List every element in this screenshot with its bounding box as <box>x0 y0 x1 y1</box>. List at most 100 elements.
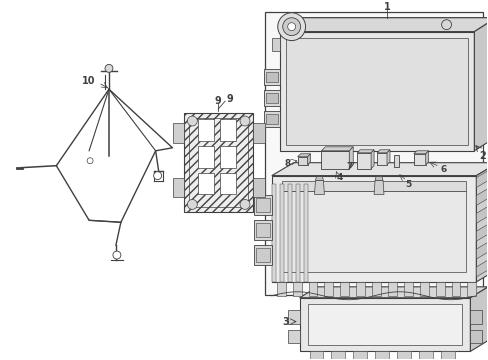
Polygon shape <box>299 298 469 351</box>
Polygon shape <box>356 150 373 153</box>
Circle shape <box>282 18 300 36</box>
Polygon shape <box>255 223 269 237</box>
Polygon shape <box>418 351 432 359</box>
Polygon shape <box>450 282 460 296</box>
Polygon shape <box>172 123 184 143</box>
Polygon shape <box>252 177 264 197</box>
Polygon shape <box>475 236 488 259</box>
Polygon shape <box>469 287 488 351</box>
Text: 4: 4 <box>335 173 342 182</box>
Polygon shape <box>469 310 481 324</box>
Polygon shape <box>271 184 275 282</box>
Polygon shape <box>198 119 214 141</box>
Text: 3: 3 <box>282 316 288 327</box>
Polygon shape <box>264 12 482 295</box>
Polygon shape <box>264 90 279 106</box>
Polygon shape <box>309 351 323 359</box>
Polygon shape <box>469 329 481 343</box>
Circle shape <box>187 116 197 126</box>
Circle shape <box>87 158 93 164</box>
Polygon shape <box>386 150 389 165</box>
Polygon shape <box>265 72 277 82</box>
Polygon shape <box>287 329 299 343</box>
Polygon shape <box>299 287 488 298</box>
Polygon shape <box>297 154 310 157</box>
Polygon shape <box>413 151 428 154</box>
Polygon shape <box>265 93 277 103</box>
Polygon shape <box>376 150 389 153</box>
Polygon shape <box>184 113 252 212</box>
Polygon shape <box>440 351 453 359</box>
Polygon shape <box>356 153 370 168</box>
Circle shape <box>153 172 161 180</box>
Circle shape <box>240 116 249 126</box>
Text: 2: 2 <box>478 151 485 161</box>
Polygon shape <box>371 282 380 296</box>
Polygon shape <box>475 218 488 241</box>
Polygon shape <box>321 151 348 168</box>
Polygon shape <box>253 245 271 265</box>
Polygon shape <box>220 173 236 194</box>
Polygon shape <box>279 18 488 32</box>
Text: 6: 6 <box>440 165 446 174</box>
Polygon shape <box>271 37 279 51</box>
Polygon shape <box>374 177 382 181</box>
Polygon shape <box>253 220 271 240</box>
Polygon shape <box>331 351 345 359</box>
Polygon shape <box>475 183 488 206</box>
Polygon shape <box>255 198 269 212</box>
Polygon shape <box>303 184 307 282</box>
Polygon shape <box>307 154 310 165</box>
Polygon shape <box>355 282 365 296</box>
Polygon shape <box>276 282 285 296</box>
Polygon shape <box>198 146 214 168</box>
Polygon shape <box>255 248 269 262</box>
Polygon shape <box>307 304 462 345</box>
Circle shape <box>441 20 450 30</box>
Polygon shape <box>264 111 279 127</box>
Polygon shape <box>220 146 236 168</box>
Polygon shape <box>374 351 388 359</box>
Polygon shape <box>297 157 307 165</box>
Polygon shape <box>315 177 323 181</box>
Polygon shape <box>348 147 352 168</box>
Polygon shape <box>387 282 396 296</box>
Text: 9: 9 <box>226 94 233 104</box>
Polygon shape <box>403 282 412 296</box>
Polygon shape <box>467 282 475 296</box>
Polygon shape <box>370 150 373 168</box>
Circle shape <box>105 64 113 72</box>
Text: 7: 7 <box>346 162 352 171</box>
Polygon shape <box>425 151 428 165</box>
Polygon shape <box>264 69 279 85</box>
Polygon shape <box>376 153 386 165</box>
Polygon shape <box>340 282 348 296</box>
Circle shape <box>287 23 295 31</box>
Polygon shape <box>475 201 488 223</box>
Text: 8: 8 <box>284 159 290 168</box>
Polygon shape <box>265 114 277 124</box>
Polygon shape <box>253 195 271 215</box>
Polygon shape <box>473 18 488 151</box>
Polygon shape <box>435 282 444 296</box>
Polygon shape <box>324 282 333 296</box>
Polygon shape <box>373 181 383 194</box>
Polygon shape <box>279 32 473 151</box>
Polygon shape <box>252 123 264 143</box>
Polygon shape <box>281 192 466 272</box>
Polygon shape <box>198 173 214 194</box>
Polygon shape <box>285 37 468 145</box>
Polygon shape <box>279 184 283 282</box>
Polygon shape <box>287 310 299 324</box>
Polygon shape <box>314 181 324 194</box>
Polygon shape <box>292 282 301 296</box>
Text: 10: 10 <box>82 76 96 86</box>
Polygon shape <box>393 155 398 167</box>
Polygon shape <box>220 119 236 141</box>
Polygon shape <box>419 282 428 296</box>
Polygon shape <box>295 184 299 282</box>
Text: 1: 1 <box>383 2 389 12</box>
Polygon shape <box>413 154 425 165</box>
Polygon shape <box>475 165 488 188</box>
Polygon shape <box>281 181 466 190</box>
